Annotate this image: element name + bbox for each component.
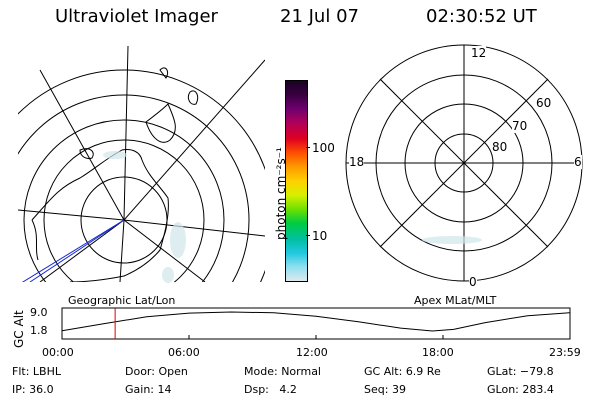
lat-circle [43, 139, 205, 282]
mlat-label: 80 [492, 140, 508, 154]
status-dsp: Dsp: 4.2 [244, 383, 297, 396]
mlat-label: 60 [536, 96, 552, 110]
satellite-track [29, 219, 125, 282]
meridian [18, 209, 125, 221]
mlt-label-noon: 12 [471, 46, 487, 60]
altitude-plot-frame [61, 307, 571, 340]
apex-caption: Apex MLat/MLT [414, 294, 497, 307]
observation-time: 02:30:52 UT [426, 6, 537, 27]
status-mode: Mode: Normal [244, 365, 321, 378]
lat-circle [18, 94, 250, 282]
color-tick-label: 10 [312, 229, 328, 243]
mlat-label: 70 [512, 119, 528, 133]
time-tick: 00:00 [42, 346, 74, 359]
altitude-tick-low: 1.8 [30, 324, 48, 337]
time-tick: 18:00 [422, 346, 454, 359]
altitude-series-line [61, 311, 570, 332]
satellite-track [21, 219, 125, 282]
altitude-tick-high: 9.0 [30, 306, 48, 319]
status-glat: GLat: −79.8 [487, 365, 554, 378]
meridian [123, 219, 206, 282]
status-filter: Flt: LBHL [12, 365, 61, 378]
meridian [123, 59, 265, 221]
mlt-label-midnight: 0 [469, 275, 477, 289]
geographic-caption: Geographic Lat/Lon [68, 294, 176, 307]
meridian [123, 46, 129, 221]
lat-circle [18, 69, 265, 282]
status-gain: Gain: 14 [125, 383, 172, 396]
mlt-label-dusk: 18 [349, 155, 365, 169]
time-tick: 12:00 [296, 346, 328, 359]
status-ip: IP: 36.0 [12, 383, 54, 396]
status-gc-alt: GC Alt: 6.9 Re [364, 365, 441, 378]
instrument-title: Ultraviolet Imager [55, 6, 218, 27]
observation-date: 21 Jul 07 [280, 6, 359, 27]
status-seq: Seq: 39 [364, 383, 406, 396]
meridian [123, 219, 265, 237]
mlt-label-dawn: 6 [574, 155, 582, 169]
meridian [39, 69, 125, 221]
time-tick: 06:00 [168, 346, 200, 359]
meridian [119, 219, 125, 282]
meridian [39, 219, 125, 282]
status-glon: GLon: 283.4 [487, 383, 554, 396]
mlt-meridian [379, 78, 549, 248]
time-tick: 23:59 [549, 346, 581, 359]
lat-circle [23, 119, 225, 282]
coastline [31, 67, 199, 282]
color-scale-bar [285, 80, 308, 282]
color-tick-label: 100 [312, 141, 335, 155]
status-door: Door: Open [125, 365, 188, 378]
